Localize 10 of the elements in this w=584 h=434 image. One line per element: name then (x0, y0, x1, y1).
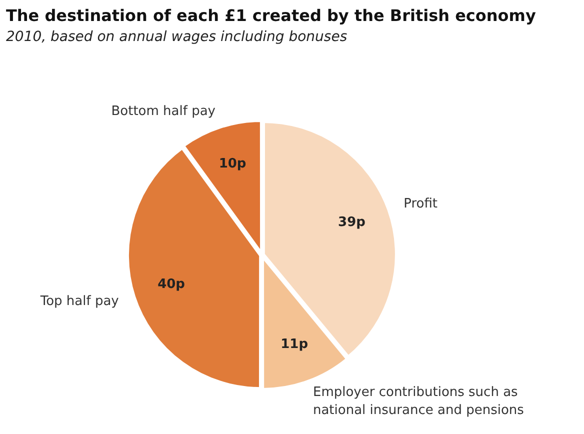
data-label: 10p (218, 156, 246, 172)
slice-label: Bottom half pay (111, 104, 216, 120)
slice-label: Employer contributions such as national insurance and pensions (312, 384, 524, 418)
slice-label: Profit (404, 196, 438, 212)
slice-label: Top half pay (39, 294, 120, 309)
chart-title: The destination of each £1 created by the British economy (6, 6, 537, 25)
data-label: 39p (338, 215, 366, 230)
chart-subtitle: 2010, based on annual wages including bonuses (6, 29, 348, 45)
data-label: 11p (280, 337, 308, 352)
data-label: 40p (158, 276, 185, 292)
